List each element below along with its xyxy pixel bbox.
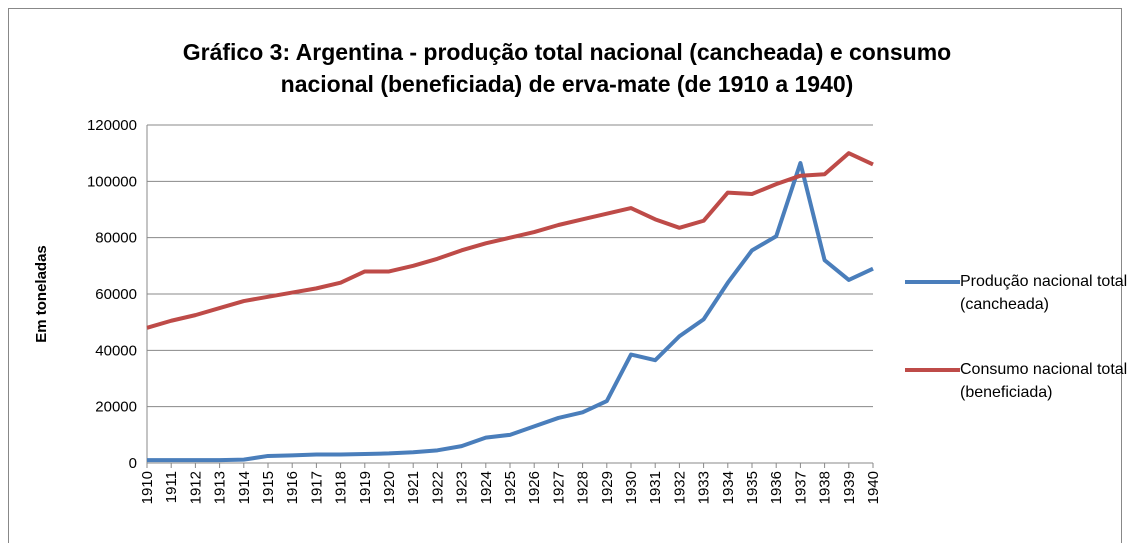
y-tick-label: 20000	[95, 399, 137, 416]
x-tick-label: 1918	[333, 471, 350, 504]
x-tick-label: 1937	[792, 471, 809, 504]
x-tick-label: 1931	[647, 471, 664, 504]
x-tick-label: 1916	[284, 471, 301, 504]
x-tick-label: 1929	[599, 471, 616, 504]
x-tick-label: 1915	[260, 471, 277, 504]
x-tick-label: 1919	[357, 471, 374, 504]
x-tick-label: 1914	[236, 471, 253, 504]
y-tick-label: 0	[129, 455, 137, 472]
x-tick-label: 1933	[696, 471, 713, 504]
x-tick-label: 1922	[429, 471, 446, 504]
x-tick-label: 1930	[623, 471, 640, 504]
x-tick-label: 1913	[212, 471, 229, 504]
x-tick-label: 1934	[720, 471, 737, 504]
x-tick-label: 1927	[550, 471, 567, 504]
x-tick-label: 1939	[841, 471, 858, 504]
frame	[8, 8, 1122, 543]
line-series	[146, 151, 874, 330]
legend-label: Consumo nacional total (beneficiada)	[960, 361, 1128, 401]
x-tick-label: 1911	[163, 471, 180, 503]
y-tick-label: 60000	[95, 286, 137, 303]
x-tick-label: 1917	[308, 471, 325, 504]
y-axis-label: Em toneladas	[33, 245, 50, 343]
y-tick-label: 40000	[95, 342, 137, 359]
x-tick-label: 1912	[187, 471, 204, 504]
x-tick-label: 1928	[575, 471, 592, 504]
y-tick-label: 100000	[87, 173, 137, 190]
y-tick-label: 80000	[95, 230, 137, 247]
x-tick-label: 1920	[381, 471, 398, 504]
x-tick-label: 1940	[865, 471, 882, 504]
x-tick-label: 1924	[478, 471, 495, 504]
chart-title: Gráfico 3: Argentina - produção total na…	[182, 39, 952, 97]
legend-label: Produção nacional total (cancheada)	[960, 273, 1128, 313]
x-tick-label: 1932	[671, 471, 688, 504]
line-series	[147, 161, 874, 463]
x-tick-label: 1925	[502, 471, 519, 504]
x-tick-label: 1936	[768, 471, 785, 504]
x-tick-label: 1935	[744, 471, 761, 504]
x-tick-label: 1926	[526, 471, 543, 504]
x-tick-label: 1938	[817, 471, 834, 504]
x-tick-label: 1921	[405, 471, 422, 504]
x-tick-label: 1923	[454, 471, 471, 504]
x-tick-label: 1910	[139, 471, 156, 504]
y-tick-label: 120000	[87, 117, 137, 134]
